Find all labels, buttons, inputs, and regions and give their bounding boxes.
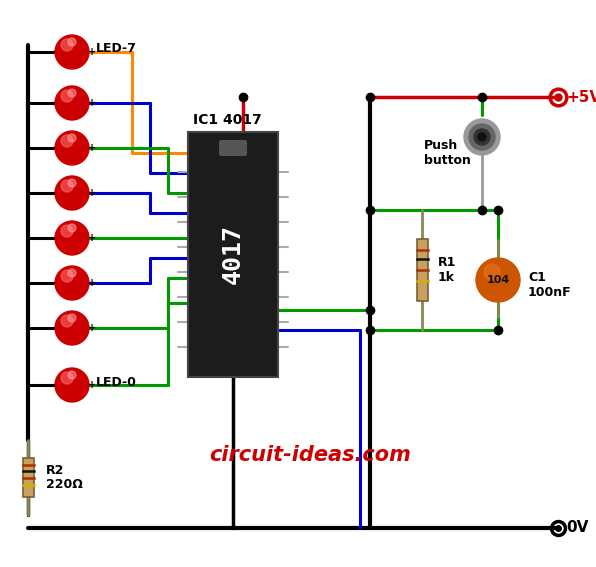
Circle shape	[68, 38, 76, 46]
Text: −: −	[48, 380, 56, 390]
Circle shape	[478, 133, 486, 141]
Text: +: +	[88, 47, 96, 57]
Circle shape	[61, 90, 73, 102]
Text: +: +	[88, 380, 96, 390]
Circle shape	[474, 129, 490, 145]
Circle shape	[55, 131, 89, 165]
Circle shape	[61, 135, 73, 147]
Circle shape	[61, 180, 73, 192]
Circle shape	[484, 264, 500, 280]
Text: +: +	[88, 323, 96, 333]
Text: +: +	[88, 278, 96, 288]
Circle shape	[55, 266, 89, 300]
Circle shape	[476, 258, 520, 302]
Text: +: +	[88, 143, 96, 153]
FancyBboxPatch shape	[219, 140, 247, 156]
Circle shape	[68, 89, 76, 97]
Text: circuit-ideas.com: circuit-ideas.com	[209, 445, 411, 465]
Circle shape	[55, 86, 89, 120]
Circle shape	[61, 315, 73, 327]
Text: IC1 4017: IC1 4017	[193, 113, 262, 127]
Circle shape	[464, 119, 500, 155]
Text: −: −	[48, 98, 56, 108]
Text: +: +	[88, 188, 96, 198]
Text: −: −	[48, 47, 56, 57]
Circle shape	[469, 124, 495, 150]
Text: −: −	[48, 188, 56, 198]
Text: −: −	[48, 278, 56, 288]
Text: +5V: +5V	[566, 90, 596, 104]
Circle shape	[55, 35, 89, 69]
Circle shape	[68, 314, 76, 322]
FancyBboxPatch shape	[417, 239, 427, 301]
FancyBboxPatch shape	[23, 458, 33, 497]
Text: +: +	[88, 98, 96, 108]
Text: R2
220Ω: R2 220Ω	[46, 463, 83, 492]
Text: R1
1k: R1 1k	[438, 256, 457, 284]
Circle shape	[61, 372, 73, 384]
Text: LED-0: LED-0	[96, 375, 137, 388]
Text: C1
100nF: C1 100nF	[528, 271, 572, 299]
Circle shape	[68, 269, 76, 277]
FancyBboxPatch shape	[188, 132, 278, 377]
Circle shape	[68, 179, 76, 187]
Circle shape	[55, 311, 89, 345]
Circle shape	[61, 270, 73, 282]
Text: +: +	[88, 233, 96, 243]
Circle shape	[68, 371, 76, 379]
Circle shape	[68, 134, 76, 142]
Circle shape	[61, 39, 73, 51]
Text: −: −	[48, 323, 56, 333]
Circle shape	[68, 224, 76, 232]
Circle shape	[55, 176, 89, 210]
Text: 0V: 0V	[566, 521, 588, 535]
Text: LED-7: LED-7	[96, 43, 137, 56]
Text: 4017: 4017	[221, 225, 245, 285]
Text: −: −	[48, 233, 56, 243]
Text: Push
button: Push button	[424, 139, 471, 167]
Circle shape	[55, 221, 89, 255]
Circle shape	[61, 225, 73, 237]
Circle shape	[55, 368, 89, 402]
Text: −: −	[48, 143, 56, 153]
Text: 104: 104	[486, 275, 510, 285]
